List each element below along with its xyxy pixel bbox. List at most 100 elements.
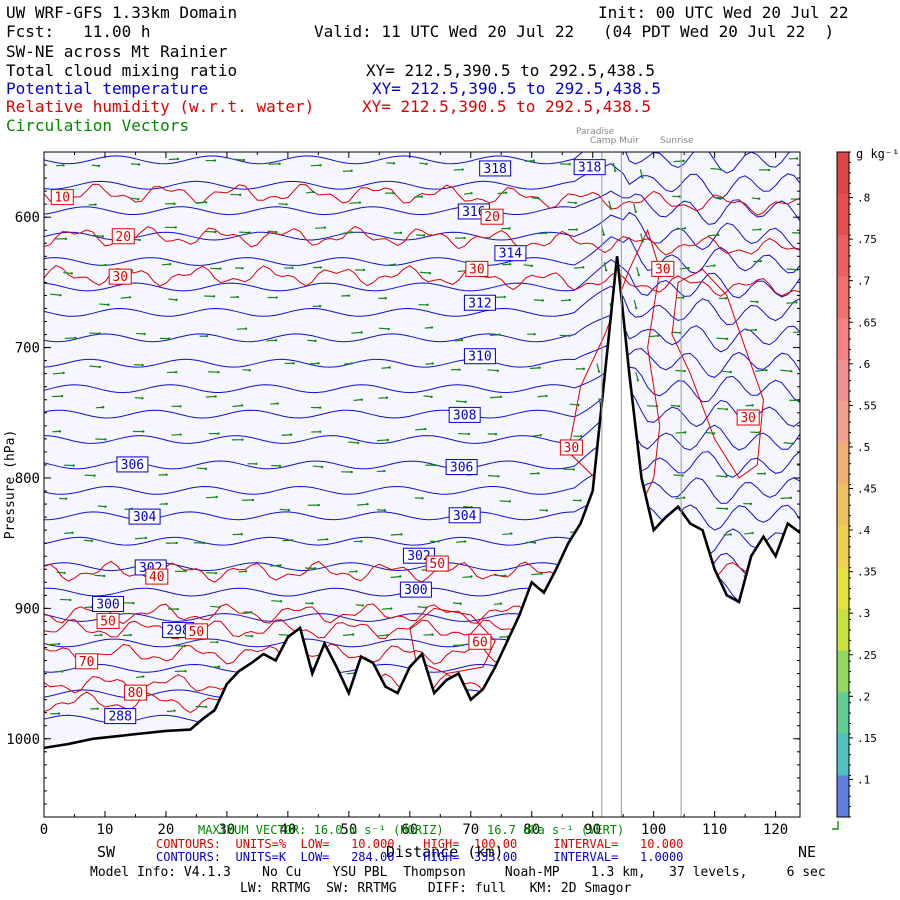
vector-head bbox=[637, 273, 640, 277]
vector-head bbox=[508, 500, 512, 503]
vector-head bbox=[683, 496, 686, 499]
circulation-vector bbox=[55, 164, 64, 167]
vector-head bbox=[677, 405, 681, 408]
theta-label-box bbox=[463, 294, 496, 311]
rh-label: 20 bbox=[484, 210, 500, 225]
vector-head bbox=[504, 191, 508, 194]
rh-contour bbox=[671, 268, 764, 479]
vector-head bbox=[239, 193, 242, 197]
rh-label-box bbox=[75, 653, 99, 670]
vector-head bbox=[355, 570, 358, 573]
rh-label: 30 bbox=[655, 262, 671, 277]
colorbar-tick-label: .45 bbox=[857, 483, 877, 496]
vector-head bbox=[463, 236, 466, 240]
circulation-vector bbox=[376, 634, 388, 637]
vector-head bbox=[754, 328, 758, 332]
vector-head bbox=[313, 567, 317, 570]
vector-head bbox=[98, 365, 101, 369]
vector-head bbox=[386, 633, 389, 637]
vector-head bbox=[508, 227, 511, 230]
circulation-vector bbox=[93, 634, 102, 637]
vector-head bbox=[319, 266, 322, 269]
colorbar: .8 .75 .7 .65 .6 .55 .5 .45 .4 .35 .3 .25 .2 .15 .1 bbox=[832, 151, 877, 830]
vector-head bbox=[392, 162, 396, 165]
vector-head bbox=[791, 442, 794, 445]
vector-head bbox=[107, 303, 110, 306]
vector-head bbox=[142, 430, 145, 433]
vector-head bbox=[244, 327, 248, 330]
rh-label: 30 bbox=[469, 262, 485, 277]
terrain-fill bbox=[44, 256, 800, 817]
y-tick-label: 800 bbox=[15, 471, 40, 487]
circulation-vector bbox=[353, 399, 362, 402]
vector-head bbox=[141, 397, 144, 400]
circulation-vector bbox=[48, 643, 60, 646]
vector-head bbox=[494, 432, 498, 436]
rh-label-box bbox=[425, 555, 449, 572]
colorbar-swatch bbox=[837, 609, 849, 652]
vector-head bbox=[176, 607, 179, 611]
vector-head bbox=[144, 536, 148, 540]
theta-contour bbox=[44, 211, 800, 251]
theta-contour bbox=[44, 190, 800, 225]
vector-head bbox=[275, 230, 278, 234]
colorbar-swatch bbox=[837, 359, 849, 402]
vector-head bbox=[386, 438, 389, 442]
vector-head bbox=[205, 334, 209, 338]
circulation-vector bbox=[266, 339, 277, 342]
circulation-vector bbox=[633, 203, 637, 213]
vector-head bbox=[319, 430, 322, 434]
circulation-vector bbox=[206, 572, 217, 574]
vector-head bbox=[384, 297, 387, 300]
circulation-vector bbox=[463, 506, 472, 508]
vector-reference-arrow bbox=[832, 821, 839, 830]
vector-head bbox=[400, 533, 403, 536]
vector-head bbox=[388, 366, 391, 369]
vector-head bbox=[319, 164, 322, 167]
circulation-vector bbox=[608, 200, 612, 209]
vector-head bbox=[58, 430, 62, 433]
circulation-vector bbox=[675, 497, 685, 500]
vector-head bbox=[183, 644, 187, 648]
vector-head bbox=[759, 228, 762, 231]
theta-label: 310 bbox=[468, 350, 491, 365]
vector-head bbox=[168, 262, 172, 266]
vector-head bbox=[251, 498, 255, 502]
circulation-vector bbox=[306, 191, 314, 194]
vector-head bbox=[687, 266, 690, 270]
circulation-vector bbox=[523, 264, 532, 267]
circulation-vector bbox=[786, 301, 797, 304]
circulation-vector bbox=[233, 158, 244, 161]
vector-head bbox=[219, 267, 222, 270]
vector-head bbox=[98, 332, 101, 335]
vector-head bbox=[101, 235, 105, 238]
vector-head bbox=[421, 497, 424, 500]
vector-head bbox=[214, 395, 217, 398]
rh-label-box bbox=[145, 568, 169, 585]
vector-head bbox=[318, 304, 322, 308]
theta-label-box bbox=[494, 245, 527, 262]
rh-label: 60 bbox=[472, 635, 488, 650]
circulation-vector bbox=[386, 162, 394, 164]
circulation-vector bbox=[168, 298, 177, 301]
terrain-outline bbox=[44, 256, 800, 750]
circulation-vector bbox=[786, 268, 798, 271]
colorbar-tick-label: .55 bbox=[857, 399, 877, 412]
vector-head bbox=[179, 405, 182, 408]
circulation-vector bbox=[612, 162, 616, 171]
vector-head bbox=[184, 669, 187, 673]
vector-head bbox=[383, 509, 387, 512]
circulation-vector bbox=[463, 192, 472, 195]
circulation-vector bbox=[312, 465, 323, 468]
circulation-vector bbox=[267, 230, 277, 233]
vector-head bbox=[574, 201, 577, 205]
circulation-vector bbox=[97, 505, 106, 508]
rh-label: 10 bbox=[54, 191, 70, 206]
vector-head bbox=[424, 606, 428, 609]
vector-head bbox=[205, 201, 208, 204]
circulation-vector bbox=[268, 163, 280, 165]
rh-label-box bbox=[111, 228, 135, 245]
colorbar-tick-label: .35 bbox=[857, 566, 877, 579]
circulation-vector bbox=[640, 233, 644, 242]
circulation-vector bbox=[390, 533, 402, 536]
